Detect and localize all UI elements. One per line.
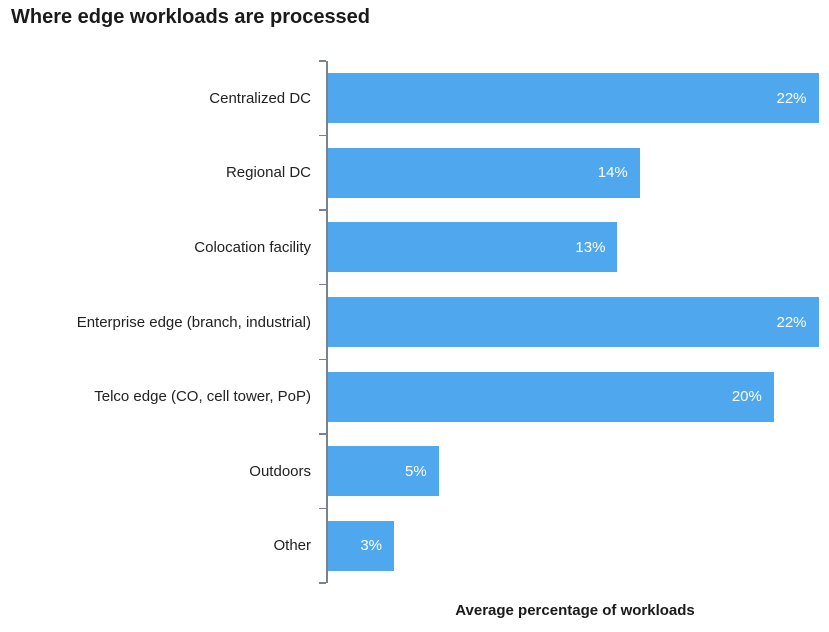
category-label: Colocation facility bbox=[194, 238, 311, 256]
chart-row: Regional DC 14% bbox=[0, 136, 823, 211]
chart-title: Where edge workloads are processed bbox=[11, 6, 371, 28]
category-label: Regional DC bbox=[225, 164, 311, 182]
category-label: Enterprise edge (branch, industrial) bbox=[76, 313, 311, 331]
value-label: 5% bbox=[405, 462, 427, 480]
category-label: Other bbox=[273, 537, 311, 555]
bar: 13% bbox=[327, 222, 618, 273]
y-axis-tick bbox=[319, 134, 326, 137]
chart-rows: Centralized DC 22% Regional DC 14% Coloc… bbox=[0, 61, 823, 583]
plot-cell: 13% bbox=[327, 210, 823, 285]
y-axis-tick bbox=[319, 582, 326, 584]
x-axis-title: Average percentage of workloads bbox=[455, 602, 695, 619]
chart-row: Telco edge (CO, cell tower, PoP) 20% bbox=[0, 359, 823, 434]
y-axis-tick bbox=[319, 433, 326, 435]
chart-row: Other 3% bbox=[0, 508, 823, 583]
bar: 3% bbox=[327, 520, 395, 571]
chart-row: Centralized DC 22% bbox=[0, 61, 823, 136]
bar: 22% bbox=[327, 73, 819, 124]
y-axis-line bbox=[326, 61, 328, 583]
value-label: 13% bbox=[575, 238, 606, 256]
plot-cell: 22% bbox=[327, 61, 823, 136]
bar: 22% bbox=[327, 297, 819, 348]
bar: 20% bbox=[327, 371, 774, 422]
value-label: 3% bbox=[360, 537, 383, 555]
y-axis-tick bbox=[319, 283, 326, 286]
value-label: 22% bbox=[776, 313, 807, 331]
plot-cell: 20% bbox=[327, 359, 823, 434]
bar: 14% bbox=[327, 147, 640, 198]
plot-cell: 3% bbox=[327, 508, 823, 583]
y-axis-tick bbox=[319, 60, 326, 62]
plot-cell: 22% bbox=[327, 285, 823, 360]
chart-row: Enterprise edge (branch, industrial) 22% bbox=[0, 285, 823, 360]
y-axis-tick bbox=[319, 507, 326, 510]
chart-row: Colocation facility 13% bbox=[0, 210, 823, 285]
value-label: 20% bbox=[731, 388, 762, 406]
plot-cell: 5% bbox=[327, 434, 823, 509]
bar: 5% bbox=[327, 446, 439, 497]
value-label: 14% bbox=[597, 164, 628, 182]
y-axis-tick bbox=[319, 209, 326, 211]
category-label: Outdoors bbox=[249, 462, 311, 480]
chart-row: Outdoors 5% bbox=[0, 434, 823, 509]
y-axis-tick bbox=[319, 358, 326, 361]
value-label: 22% bbox=[776, 89, 807, 107]
bar-chart: Centralized DC 22% Regional DC 14% Coloc… bbox=[0, 60, 823, 584]
category-label: Telco edge (CO, cell tower, PoP) bbox=[94, 388, 311, 406]
category-label: Centralized DC bbox=[209, 89, 311, 107]
plot-cell: 14% bbox=[327, 136, 823, 211]
